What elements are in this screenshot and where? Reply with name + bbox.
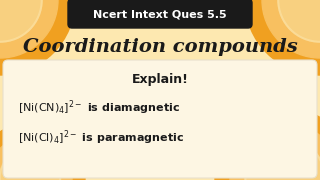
FancyBboxPatch shape bbox=[68, 0, 252, 28]
Text: Coordination compounds: Coordination compounds bbox=[23, 38, 297, 56]
Text: Explain!: Explain! bbox=[132, 73, 188, 87]
Circle shape bbox=[245, 0, 320, 75]
Text: Ncert Intext Ques 5.5: Ncert Intext Ques 5.5 bbox=[93, 10, 227, 19]
Circle shape bbox=[278, 0, 320, 42]
Circle shape bbox=[0, 123, 85, 180]
Circle shape bbox=[0, 0, 58, 58]
Circle shape bbox=[262, 0, 320, 58]
Circle shape bbox=[230, 123, 320, 180]
Text: $[\mathrm{Ni(Cl)_4}]^{2-}$ is paramagnetic: $[\mathrm{Ni(Cl)_4}]^{2-}$ is paramagnet… bbox=[18, 129, 184, 147]
Text: $[\mathrm{Ni(CN)_4}]^{2-}$ is diamagnetic: $[\mathrm{Ni(CN)_4}]^{2-}$ is diamagneti… bbox=[18, 99, 180, 117]
Circle shape bbox=[215, 108, 320, 180]
FancyBboxPatch shape bbox=[3, 60, 317, 178]
Circle shape bbox=[0, 148, 60, 180]
Circle shape bbox=[0, 136, 72, 180]
Circle shape bbox=[245, 138, 320, 180]
Circle shape bbox=[0, 0, 42, 42]
Circle shape bbox=[0, 0, 75, 75]
